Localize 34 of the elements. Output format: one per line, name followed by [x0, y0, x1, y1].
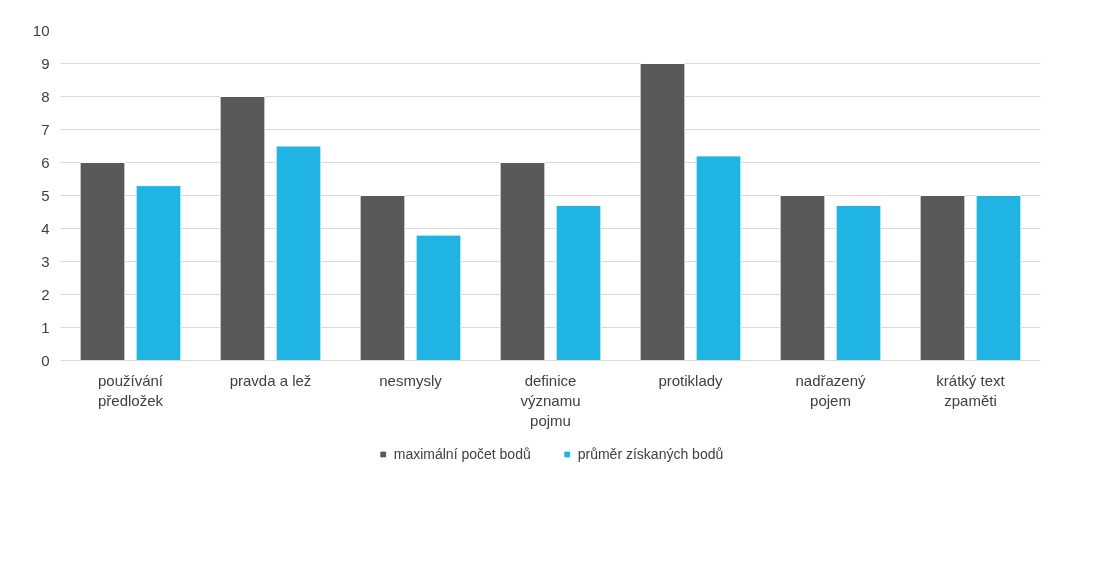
bar: [499, 162, 546, 361]
bar: [219, 96, 266, 361]
bar: [415, 234, 462, 361]
y-tick-label: 2: [41, 285, 50, 303]
bar: [639, 63, 686, 361]
bar: [779, 195, 826, 361]
y-tick-label: 10: [32, 21, 50, 39]
y-tick-label: 3: [41, 252, 50, 270]
legend-label: průměr získaných bodů: [577, 446, 724, 462]
bar: [919, 195, 966, 361]
x-tick-label: používání předložek: [97, 371, 164, 409]
x-tick-label: nesmysly: [379, 371, 443, 389]
bar: [835, 204, 882, 361]
x-tick-label: nadřazený pojem: [795, 371, 867, 409]
y-tick-label: 0: [41, 351, 50, 369]
bar: [695, 155, 742, 361]
bar: [975, 195, 1022, 361]
y-tick-label: 7: [41, 120, 50, 138]
y-tick-label: 6: [41, 153, 50, 171]
y-tick-label: 9: [41, 54, 50, 72]
bar: [555, 204, 602, 361]
bar: [135, 185, 182, 361]
y-tick-label: 8: [41, 87, 50, 105]
x-tick-label: protiklady: [658, 371, 724, 389]
bar: [79, 162, 126, 361]
bar: [275, 145, 322, 361]
y-tick-label: 4: [41, 219, 50, 237]
bar: [359, 195, 406, 361]
y-tick-label: 1: [41, 318, 50, 336]
x-tick-label: definice významu pojmu: [520, 371, 581, 430]
legend-label: maximální počet bodů: [393, 446, 531, 462]
y-tick-label: 5: [41, 186, 50, 204]
x-tick-label: pravda a lež: [229, 371, 312, 389]
x-tick-label: krátký text zpaměti: [936, 371, 1006, 409]
